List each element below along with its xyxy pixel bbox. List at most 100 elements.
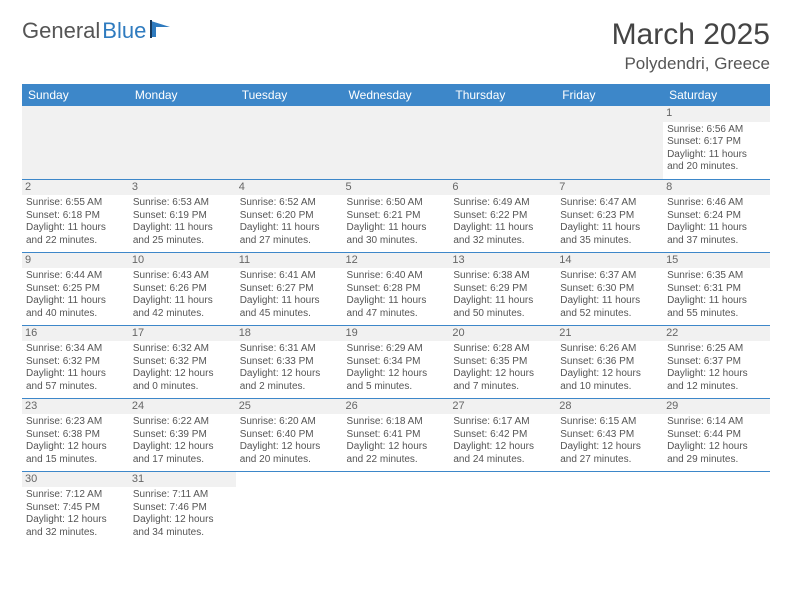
- daylight: Daylight: 12 hours and 32 minutes.: [26, 514, 125, 539]
- daylight: Daylight: 12 hours and 20 minutes.: [240, 441, 339, 466]
- day-number: 14: [556, 253, 663, 269]
- day-info: Sunrise: 6:34 AMSunset: 6:32 PMDaylight:…: [26, 343, 125, 393]
- sunrise: Sunrise: 6:49 AM: [453, 197, 552, 210]
- day-number: 19: [343, 326, 450, 342]
- calendar-cell: [236, 471, 343, 544]
- sunset: Sunset: 6:34 PM: [347, 356, 446, 369]
- day-info: Sunrise: 6:14 AMSunset: 6:44 PMDaylight:…: [667, 416, 766, 466]
- day-number: 24: [129, 399, 236, 415]
- day-info: Sunrise: 6:29 AMSunset: 6:34 PMDaylight:…: [347, 343, 446, 393]
- day-info: Sunrise: 6:49 AMSunset: 6:22 PMDaylight:…: [453, 197, 552, 247]
- sunset: Sunset: 6:41 PM: [347, 429, 446, 442]
- calendar-cell: 24Sunrise: 6:22 AMSunset: 6:39 PMDayligh…: [129, 398, 236, 471]
- calendar-cell: 30Sunrise: 7:12 AMSunset: 7:45 PMDayligh…: [22, 471, 129, 544]
- sunrise: Sunrise: 6:53 AM: [133, 197, 232, 210]
- sunset: Sunset: 6:18 PM: [26, 210, 125, 223]
- daylight: Daylight: 12 hours and 22 minutes.: [347, 441, 446, 466]
- day-number: 26: [343, 399, 450, 415]
- day-number: 5: [343, 180, 450, 196]
- daylight: Daylight: 12 hours and 7 minutes.: [453, 368, 552, 393]
- day-number: 10: [129, 253, 236, 269]
- weekday-header: Sunday: [22, 84, 129, 106]
- calendar-cell: [22, 106, 129, 179]
- day-number: 6: [449, 180, 556, 196]
- sunset: Sunset: 6:30 PM: [560, 283, 659, 296]
- day-number: 30: [22, 472, 129, 488]
- sunrise: Sunrise: 6:44 AM: [26, 270, 125, 283]
- day-info: Sunrise: 6:40 AMSunset: 6:28 PMDaylight:…: [347, 270, 446, 320]
- sunset: Sunset: 6:23 PM: [560, 210, 659, 223]
- daylight: Daylight: 11 hours and 42 minutes.: [133, 295, 232, 320]
- day-number: 17: [129, 326, 236, 342]
- day-number: 20: [449, 326, 556, 342]
- calendar-cell: [236, 106, 343, 179]
- day-number: 11: [236, 253, 343, 269]
- day-number: 31: [129, 472, 236, 488]
- day-number: 4: [236, 180, 343, 196]
- day-info: Sunrise: 6:26 AMSunset: 6:36 PMDaylight:…: [560, 343, 659, 393]
- sunrise: Sunrise: 6:56 AM: [667, 124, 766, 137]
- day-info: Sunrise: 6:43 AMSunset: 6:26 PMDaylight:…: [133, 270, 232, 320]
- sunset: Sunset: 6:33 PM: [240, 356, 339, 369]
- calendar-cell: [449, 106, 556, 179]
- day-number: 3: [129, 180, 236, 196]
- sunset: Sunset: 6:21 PM: [347, 210, 446, 223]
- daylight: Daylight: 11 hours and 30 minutes.: [347, 222, 446, 247]
- sunset: Sunset: 6:42 PM: [453, 429, 552, 442]
- day-number: 22: [663, 326, 770, 342]
- daylight: Daylight: 11 hours and 27 minutes.: [240, 222, 339, 247]
- day-info: Sunrise: 6:47 AMSunset: 6:23 PMDaylight:…: [560, 197, 659, 247]
- sunrise: Sunrise: 6:37 AM: [560, 270, 659, 283]
- sunset: Sunset: 6:39 PM: [133, 429, 232, 442]
- calendar-cell: 21Sunrise: 6:26 AMSunset: 6:36 PMDayligh…: [556, 325, 663, 398]
- sunrise: Sunrise: 6:26 AM: [560, 343, 659, 356]
- calendar-row: 16Sunrise: 6:34 AMSunset: 6:32 PMDayligh…: [22, 325, 770, 398]
- calendar-cell: 18Sunrise: 6:31 AMSunset: 6:33 PMDayligh…: [236, 325, 343, 398]
- calendar-cell: 8Sunrise: 6:46 AMSunset: 6:24 PMDaylight…: [663, 179, 770, 252]
- calendar-cell: [663, 471, 770, 544]
- sunset: Sunset: 6:24 PM: [667, 210, 766, 223]
- day-info: Sunrise: 6:56 AMSunset: 6:17 PMDaylight:…: [667, 124, 766, 174]
- sunrise: Sunrise: 6:23 AM: [26, 416, 125, 429]
- day-info: Sunrise: 7:11 AMSunset: 7:46 PMDaylight:…: [133, 489, 232, 539]
- sunrise: Sunrise: 6:38 AM: [453, 270, 552, 283]
- weekday-header: Thursday: [449, 84, 556, 106]
- sunset: Sunset: 6:44 PM: [667, 429, 766, 442]
- sunrise: Sunrise: 6:32 AM: [133, 343, 232, 356]
- day-info: Sunrise: 6:46 AMSunset: 6:24 PMDaylight:…: [667, 197, 766, 247]
- sunset: Sunset: 6:35 PM: [453, 356, 552, 369]
- daylight: Daylight: 12 hours and 15 minutes.: [26, 441, 125, 466]
- calendar-cell: 9Sunrise: 6:44 AMSunset: 6:25 PMDaylight…: [22, 252, 129, 325]
- day-info: Sunrise: 6:38 AMSunset: 6:29 PMDaylight:…: [453, 270, 552, 320]
- calendar-cell: 2Sunrise: 6:55 AMSunset: 6:18 PMDaylight…: [22, 179, 129, 252]
- calendar-cell: 19Sunrise: 6:29 AMSunset: 6:34 PMDayligh…: [343, 325, 450, 398]
- logo-flag-icon: [150, 20, 176, 38]
- sunset: Sunset: 6:40 PM: [240, 429, 339, 442]
- sunrise: Sunrise: 6:34 AM: [26, 343, 125, 356]
- calendar-row: 23Sunrise: 6:23 AMSunset: 6:38 PMDayligh…: [22, 398, 770, 471]
- sunset: Sunset: 6:31 PM: [667, 283, 766, 296]
- calendar-cell: 22Sunrise: 6:25 AMSunset: 6:37 PMDayligh…: [663, 325, 770, 398]
- sunrise: Sunrise: 6:15 AM: [560, 416, 659, 429]
- sunrise: Sunrise: 6:22 AM: [133, 416, 232, 429]
- calendar-cell: 14Sunrise: 6:37 AMSunset: 6:30 PMDayligh…: [556, 252, 663, 325]
- calendar-cell: 16Sunrise: 6:34 AMSunset: 6:32 PMDayligh…: [22, 325, 129, 398]
- page-title: March 2025: [612, 18, 770, 52]
- daylight: Daylight: 12 hours and 29 minutes.: [667, 441, 766, 466]
- calendar-row: 9Sunrise: 6:44 AMSunset: 6:25 PMDaylight…: [22, 252, 770, 325]
- sunset: Sunset: 6:43 PM: [560, 429, 659, 442]
- daylight: Daylight: 11 hours and 45 minutes.: [240, 295, 339, 320]
- day-info: Sunrise: 6:23 AMSunset: 6:38 PMDaylight:…: [26, 416, 125, 466]
- sunrise: Sunrise: 6:20 AM: [240, 416, 339, 429]
- daylight: Daylight: 12 hours and 10 minutes.: [560, 368, 659, 393]
- daylight: Daylight: 11 hours and 20 minutes.: [667, 149, 766, 174]
- sunrise: Sunrise: 6:25 AM: [667, 343, 766, 356]
- sunset: Sunset: 6:27 PM: [240, 283, 339, 296]
- sunrise: Sunrise: 6:14 AM: [667, 416, 766, 429]
- sunrise: Sunrise: 6:17 AM: [453, 416, 552, 429]
- daylight: Daylight: 11 hours and 52 minutes.: [560, 295, 659, 320]
- sunrise: Sunrise: 6:50 AM: [347, 197, 446, 210]
- day-number: 2: [22, 180, 129, 196]
- daylight: Daylight: 11 hours and 40 minutes.: [26, 295, 125, 320]
- daylight: Daylight: 11 hours and 55 minutes.: [667, 295, 766, 320]
